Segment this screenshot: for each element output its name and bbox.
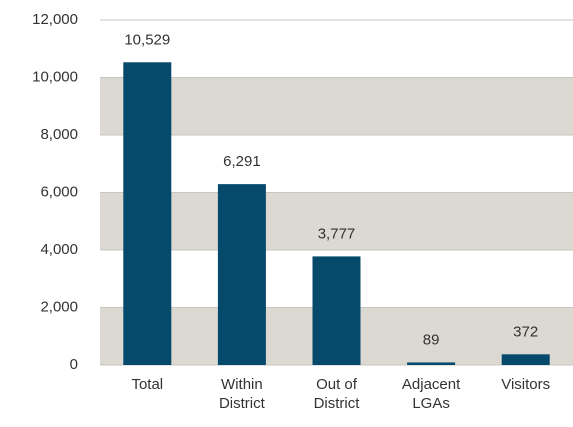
x-tick-label: Adjacent LGAs (401, 376, 461, 412)
bar (407, 362, 456, 365)
x-tick-label: Visitors (501, 376, 551, 393)
bar (123, 62, 172, 365)
y-tick-label: 2,000 (40, 298, 78, 315)
data-label: 6,291 (223, 153, 261, 170)
y-tick-label: 4,000 (40, 241, 78, 258)
bar (217, 184, 266, 365)
data-label: 89 (423, 331, 440, 348)
data-label: 372 (513, 323, 538, 340)
grid-band (100, 192, 573, 250)
y-tick-label: 0 (70, 356, 78, 373)
x-tick-label: Total (131, 376, 164, 393)
y-tick-label: 6,000 (40, 183, 78, 200)
grid-band (100, 77, 573, 135)
y-tick-label: 12,000 (32, 11, 78, 28)
x-tick-label: Out of District (313, 376, 360, 412)
y-tick-label: 10,000 (32, 68, 78, 85)
data-label: 10,529 (124, 31, 170, 48)
bar (312, 256, 361, 365)
bar (501, 354, 550, 365)
data-label: 3,777 (318, 225, 356, 242)
y-tick-label: 8,000 (40, 126, 78, 143)
x-tick-label: Within District (218, 376, 265, 412)
